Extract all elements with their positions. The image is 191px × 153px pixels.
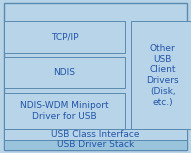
Text: NDIS: NDIS	[53, 68, 75, 77]
Text: USB Class Interface: USB Class Interface	[51, 130, 140, 139]
FancyBboxPatch shape	[4, 93, 125, 129]
Text: USB Driver Stack: USB Driver Stack	[57, 140, 134, 149]
FancyBboxPatch shape	[4, 3, 187, 150]
FancyBboxPatch shape	[4, 57, 125, 88]
FancyBboxPatch shape	[4, 140, 187, 150]
FancyBboxPatch shape	[4, 129, 187, 140]
Text: TCP/IP: TCP/IP	[51, 33, 78, 42]
FancyBboxPatch shape	[4, 21, 125, 53]
FancyBboxPatch shape	[131, 21, 191, 129]
Text: NDIS-WDM Miniport
Driver for USB: NDIS-WDM Miniport Driver for USB	[20, 101, 109, 121]
Text: Other
USB
Client
Drivers
(Disk,
etc.): Other USB Client Drivers (Disk, etc.)	[146, 44, 179, 107]
